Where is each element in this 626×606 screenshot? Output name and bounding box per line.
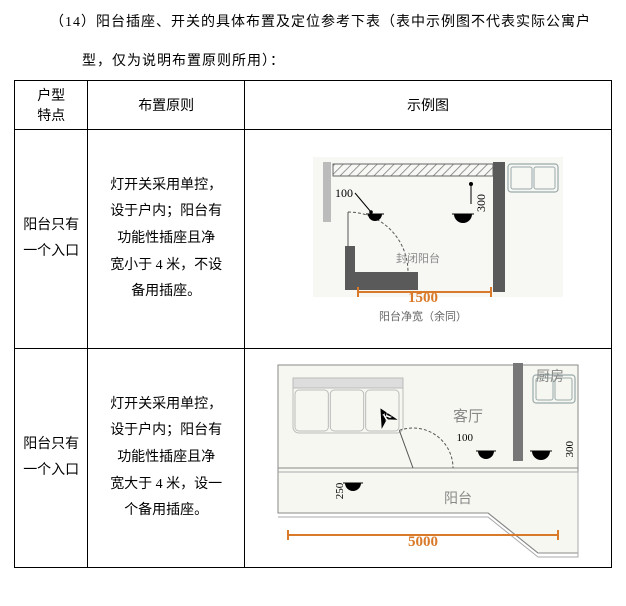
svg-text:300: 300 [564,441,576,458]
svg-text:100: 100 [456,432,473,444]
svg-text:250: 250 [334,483,346,500]
principle-cell-0: 灯开关采用单控，设于户内；阳台有功能性插座且净宽小于 4 米，不设备用插座。 [88,130,245,349]
svg-text:5000: 5000 [408,534,438,550]
principle-cell-1: 灯开关采用单控，设于户内；阳台有功能性插座且净宽大于 4 米，设一个备用插座。 [88,349,245,568]
feature-text: 阳台只有一个入口 [23,437,79,479]
feature-text: 阳台只有一个入口 [23,218,79,260]
svg-text:1500: 1500 [408,290,438,306]
feature-cell-1: 阳台只有一个入口 [15,349,88,568]
diagram-cell-0: 100 300 封闭阳台 1500 阳台净宽（余同） [244,130,611,349]
svg-text:阳台: 阳台 [444,491,472,507]
caption-line1: （14）阳台插座、开关的具体布置及定位参考下表（表中示例图不代表实际公寓户 [50,10,616,35]
header-principle: 布置原则 [88,81,245,130]
diagram-svg-0: 100 300 封闭阳台 1500 阳台净宽（余同） [263,142,593,337]
header-diagram-text: 示例图 [407,99,449,114]
caption-line2: 型，仅为说明布置原则所用）： [82,49,616,74]
layout-table: 户型特点 布置原则 示例图 阳台只有一个入口 灯开关采用单控，设于户内；阳台有功… [14,80,612,568]
header-feature: 户型特点 [15,81,88,130]
header-feature-text: 户型特点 [37,89,65,124]
svg-text:客厅: 客厅 [453,408,483,425]
header-principle-text: 布置原则 [138,99,194,114]
svg-text:阳台净宽（余同）: 阳台净宽（余同） [379,309,467,323]
principle-text: 灯开关采用单控，设于户内；阳台有功能性插座且净宽小于 4 米，不设备用插座。 [110,178,222,299]
feature-cell-0: 阳台只有一个入口 [15,130,88,349]
diagram-svg-1: K厨房客厅100300250阳台5000 [258,353,598,563]
svg-text:100: 100 [335,186,353,200]
diagram-cell-1: K厨房客厅100300250阳台5000 [244,349,611,568]
svg-text:300: 300 [474,194,488,212]
table-row: 阳台只有一个入口 灯开关采用单控，设于户内；阳台有功能性插座且净宽小于 4 米，… [15,130,612,349]
svg-text:封闭阳台: 封闭阳台 [396,251,440,265]
header-diagram: 示例图 [244,81,611,130]
svg-text:厨房: 厨房 [536,369,564,385]
principle-text: 灯开关采用单控，设于户内；阳台有功能性插座且净宽大于 4 米，设一个备用插座。 [110,397,222,518]
table-row: 阳台只有一个入口 灯开关采用单控，设于户内；阳台有功能性插座且净宽大于 4 米，… [15,349,612,568]
